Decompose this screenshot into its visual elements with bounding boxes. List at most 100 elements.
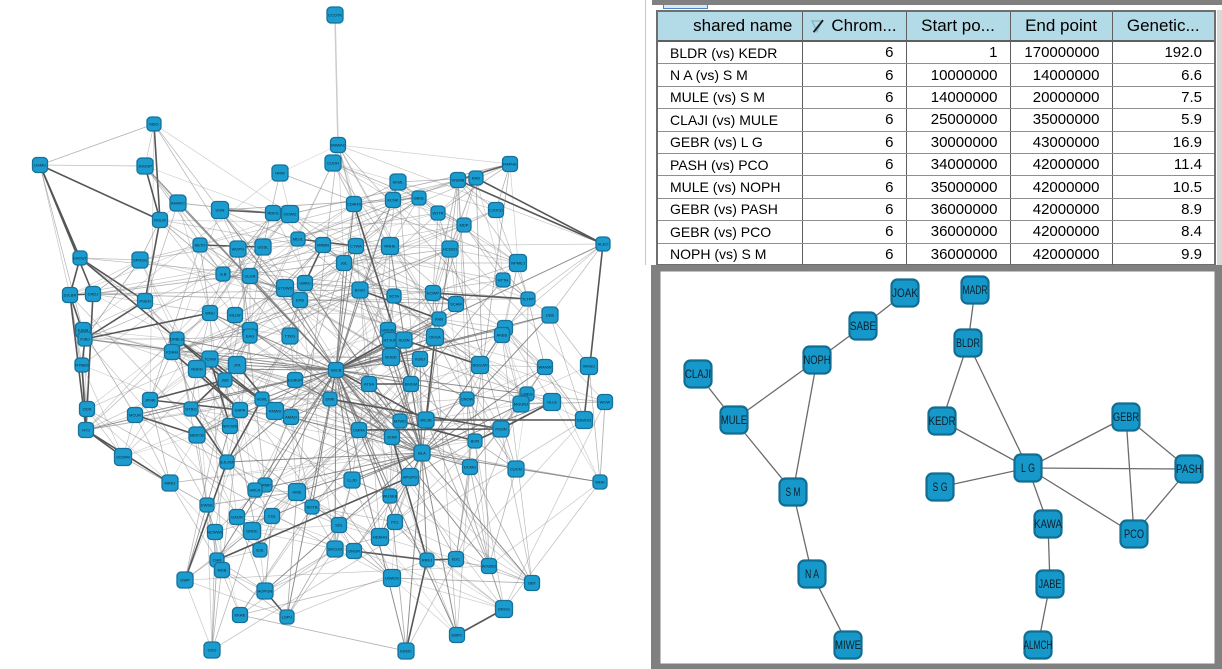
svg-text:OLLE: OLLE [547, 400, 558, 405]
svg-text:S M: S M [786, 485, 801, 499]
svg-text:CUCM: CUCM [510, 467, 522, 472]
svg-text:TLTPP: TLTPP [522, 297, 534, 302]
svg-text:PGEH: PGEH [139, 299, 150, 304]
svg-text:SUSN: SUSN [398, 338, 409, 343]
svg-text:CNOW: CNOW [461, 397, 474, 402]
svg-text:N A: N A [805, 567, 819, 581]
svg-text:EWE: EWE [325, 397, 334, 402]
svg-text:EJEM: EJEM [78, 328, 89, 333]
svg-text:KEDR: KEDR [929, 414, 956, 428]
svg-text:PJBJ: PJBJ [80, 337, 89, 342]
svg-text:EAG: EAG [246, 334, 254, 339]
svg-text:UGN: UGN [216, 208, 225, 213]
svg-text:KDAM: KDAM [166, 350, 178, 355]
svg-text:BLDR: BLDR [956, 336, 980, 350]
svg-text:EHOUT: EHOUT [73, 256, 88, 261]
svg-text:HTTH: HTTH [498, 278, 509, 283]
svg-text:MHH: MHH [595, 480, 604, 485]
svg-text:RAPHE: RAPHE [503, 162, 517, 167]
svg-text:MDB: MDB [218, 568, 227, 573]
svg-text:NGKD: NGKD [191, 367, 203, 372]
svg-text:UGSL: UGSL [258, 245, 270, 250]
svg-text:UBRU: UBRU [299, 281, 310, 286]
svg-text:WJGD: WJGD [385, 355, 397, 360]
svg-text:CMRA: CMRA [353, 428, 365, 433]
svg-text:HTJ: HTJ [82, 428, 89, 433]
svg-text:DJLBR: DJLBR [64, 293, 77, 298]
svg-text:WJTR: WJTR [432, 211, 443, 216]
svg-text:WANW: WANW [539, 365, 552, 370]
svg-text:WOPG: WOPG [232, 247, 245, 252]
svg-text:CJOCD: CJOCD [489, 208, 503, 213]
svg-text:RAD: RAD [472, 176, 481, 181]
svg-text:RTNBS: RTNBS [75, 363, 89, 368]
svg-text:MDG: MDG [149, 122, 158, 127]
svg-text:LSPU: LSPU [282, 615, 293, 620]
svg-text:ONGR: ONGR [348, 549, 360, 554]
svg-text:NPMEJ: NPMEJ [511, 261, 525, 266]
svg-text:CHR: CHR [213, 558, 222, 563]
svg-text:EDC: EDC [452, 557, 461, 562]
svg-text:OBT: OBT [528, 581, 537, 586]
svg-text:SMWAC: SMWAC [330, 143, 345, 148]
svg-text:CDAHS: CDAHS [347, 202, 361, 207]
svg-text:NETO: NETO [194, 243, 205, 248]
svg-text:SCAW: SCAW [450, 302, 462, 307]
svg-text:EWDE: EWDE [201, 503, 213, 508]
svg-text:OCR: OCR [83, 407, 92, 412]
svg-text:HLWL: HLWL [257, 397, 269, 402]
svg-text:JCNK: JCNK [387, 435, 398, 440]
svg-text:EBPC: EBPC [452, 633, 463, 638]
svg-text:MULE: MULE [721, 413, 747, 427]
svg-text:L G: L G [1021, 461, 1035, 475]
svg-text:MIWE: MIWE [835, 638, 861, 652]
svg-text:TTKG: TTKG [285, 334, 296, 339]
svg-text:CTWA: CTWA [350, 244, 362, 249]
svg-text:ULGR: ULGR [244, 274, 255, 279]
svg-text:NLEO: NLEO [598, 242, 609, 247]
svg-text:ALMCH: ALMCH [1024, 638, 1053, 652]
svg-text:JLB: JLB [220, 272, 227, 277]
svg-text:GEBR: GEBR [1113, 410, 1139, 424]
svg-text:WHSU: WHSU [583, 364, 595, 369]
svg-text:RRMP: RRMP [259, 483, 271, 488]
svg-text:NOTB: NOTB [306, 505, 317, 510]
svg-text:DTBG: DTBG [185, 407, 196, 412]
svg-text:KUBJ: KUBJ [415, 357, 425, 362]
svg-text:WJUBO: WJUBO [482, 564, 496, 569]
svg-text:DCMG: DCMG [464, 465, 476, 470]
svg-text:SKCUO: SKCUO [328, 547, 342, 552]
svg-text:MGUNJ: MGUNJ [514, 402, 528, 407]
svg-text:BJSO: BJSO [355, 288, 365, 293]
svg-text:TCKW: TCKW [204, 357, 216, 362]
svg-text:RDKS: RDKS [267, 211, 278, 216]
svg-text:EPB: EPB [296, 298, 304, 303]
svg-text:DSWJG: DSWJG [577, 418, 591, 423]
svg-text:CUOH: CUOH [327, 161, 339, 166]
svg-text:GBOL: GBOL [413, 196, 425, 201]
svg-text:SKML: SKML [393, 180, 405, 185]
svg-text:MDJL: MDJL [293, 237, 304, 242]
svg-text:USWJS: USWJS [385, 576, 399, 581]
svg-text:RNHE: RNHE [384, 244, 396, 249]
svg-text:NGGJW: NGGJW [473, 363, 488, 368]
svg-text:WSMB: WSMB [452, 178, 465, 183]
svg-text:UTDWD: UTDWD [278, 286, 293, 291]
svg-text:HRLR: HRLR [250, 488, 261, 493]
svg-text:GWP: GWP [180, 578, 190, 583]
svg-text:EOWP: EOWP [427, 291, 440, 296]
svg-text:SBCB: SBCB [331, 368, 342, 373]
svg-text:CLAJI: CLAJI [685, 367, 711, 381]
svg-text:HRW: HRW [275, 171, 285, 176]
svg-text:PASH: PASH [1176, 462, 1202, 476]
svg-text:SABE: SABE [850, 319, 876, 333]
svg-text:JBS: JBS [221, 378, 229, 383]
svg-text:JOGGP: JOGGP [138, 164, 152, 169]
svg-text:CGL: CGL [268, 514, 277, 519]
svg-text:CCOTK: CCOTK [328, 13, 342, 18]
svg-text:KAWA: KAWA [1034, 517, 1062, 531]
svg-text:WNU: WNU [205, 311, 215, 316]
svg-text:JABE: JABE [1039, 577, 1062, 591]
svg-text:MLLW: MLLW [229, 313, 240, 318]
svg-text:MRKJ: MRKJ [165, 481, 176, 486]
